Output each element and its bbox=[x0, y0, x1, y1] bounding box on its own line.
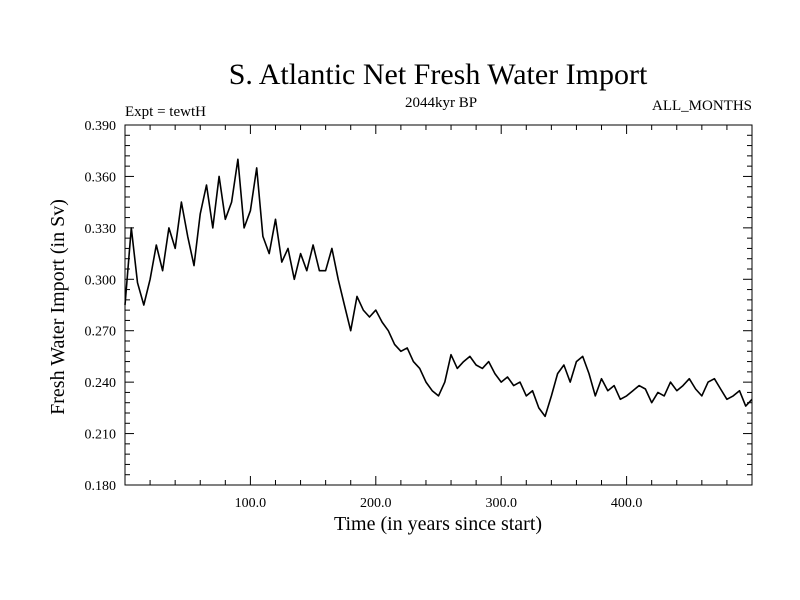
y-tick-label: 0.240 bbox=[85, 376, 117, 391]
y-tick-label: 0.300 bbox=[85, 273, 117, 288]
y-tick-label: 0.330 bbox=[85, 222, 117, 237]
x-tick-label: 100.0 bbox=[235, 496, 267, 511]
x-axis-label: Time (in years since start) bbox=[334, 513, 542, 535]
chart-subtitle: 2044kyr BP bbox=[405, 95, 477, 111]
y-axis-label: Fresh Water Import (in Sv) bbox=[47, 199, 69, 415]
chart-title: S. Atlantic Net Fresh Water Import bbox=[229, 58, 648, 91]
plot-frame bbox=[124, 124, 753, 486]
experiment-label: Expt = tewtH bbox=[125, 104, 206, 120]
x-tick-label: 400.0 bbox=[611, 496, 643, 511]
y-tick-label: 0.210 bbox=[85, 428, 117, 443]
y-tick-label: 0.360 bbox=[85, 170, 117, 185]
y-tick-label: 0.390 bbox=[85, 119, 117, 134]
x-tick-label: 300.0 bbox=[485, 496, 517, 511]
y-tick-label: 0.180 bbox=[85, 479, 117, 494]
y-tick-label: 0.270 bbox=[85, 325, 117, 340]
months-label: ALL_MONTHS bbox=[652, 98, 752, 114]
x-tick-label: 200.0 bbox=[360, 496, 392, 511]
series-line bbox=[124, 158, 753, 418]
